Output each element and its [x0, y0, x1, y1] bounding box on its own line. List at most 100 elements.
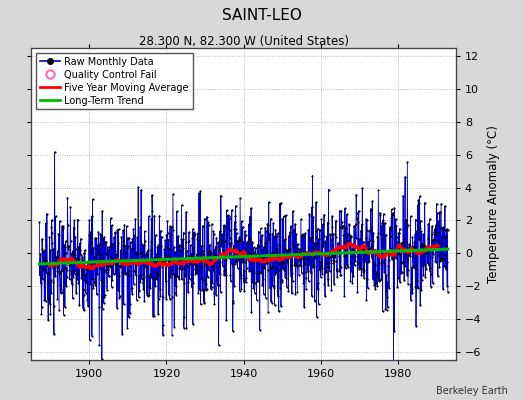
Point	[238, 259, 246, 266]
Point	[404, 281, 412, 288]
Point	[192, 263, 201, 270]
Point	[193, 230, 202, 236]
Point	[263, 248, 271, 254]
Point	[79, 292, 88, 298]
Point	[97, 277, 105, 283]
Point	[395, 230, 403, 236]
Point	[202, 281, 210, 287]
Point	[132, 262, 140, 268]
Point	[335, 207, 344, 214]
Point	[113, 261, 121, 268]
Point	[175, 276, 183, 282]
Point	[140, 258, 148, 265]
Point	[279, 265, 287, 272]
Point	[238, 224, 247, 230]
Point	[78, 268, 86, 274]
Point	[216, 271, 224, 277]
Point	[439, 286, 447, 292]
Point	[177, 266, 185, 272]
Point	[297, 246, 305, 252]
Point	[152, 276, 161, 282]
Point	[233, 238, 241, 244]
Point	[245, 221, 253, 228]
Point	[68, 281, 76, 287]
Point	[131, 216, 139, 222]
Point	[296, 255, 304, 261]
Point	[74, 244, 83, 250]
Point	[288, 290, 296, 296]
Point	[220, 267, 228, 274]
Point	[157, 257, 165, 263]
Point	[323, 254, 331, 260]
Point	[252, 245, 260, 252]
Point	[69, 224, 78, 231]
Point	[38, 236, 46, 242]
Point	[426, 264, 434, 271]
Point	[317, 216, 325, 223]
Point	[130, 232, 138, 238]
Point	[231, 219, 239, 225]
Point	[280, 236, 288, 243]
Point	[178, 264, 187, 271]
Point	[190, 229, 198, 235]
Point	[263, 260, 271, 266]
Point	[430, 242, 438, 249]
Point	[330, 258, 339, 264]
Point	[422, 266, 430, 272]
Point	[162, 232, 171, 238]
Point	[316, 258, 325, 265]
Point	[399, 240, 407, 246]
Point	[126, 310, 134, 316]
Point	[329, 254, 337, 261]
Point	[308, 234, 316, 240]
Point	[277, 278, 286, 285]
Point	[438, 234, 446, 240]
Point	[73, 270, 81, 276]
Point	[172, 264, 180, 271]
Point	[56, 218, 64, 224]
Point	[316, 274, 325, 280]
Point	[283, 254, 292, 261]
Point	[230, 226, 238, 232]
Point	[254, 270, 263, 276]
Point	[266, 264, 274, 270]
Point	[155, 296, 163, 302]
Point	[258, 256, 267, 262]
Point	[229, 298, 237, 304]
Point	[254, 241, 262, 248]
Point	[334, 246, 342, 252]
Point	[60, 252, 68, 258]
Point	[363, 217, 371, 223]
Point	[75, 240, 84, 246]
Point	[134, 259, 142, 265]
Point	[81, 272, 89, 278]
Point	[235, 234, 244, 240]
Point	[116, 262, 125, 269]
Point	[334, 240, 342, 246]
Point	[383, 306, 391, 313]
Point	[353, 289, 362, 295]
Point	[70, 256, 78, 262]
Point	[103, 266, 112, 272]
Point	[283, 258, 291, 265]
Point	[135, 273, 144, 280]
Point	[151, 276, 159, 282]
Point	[421, 274, 430, 280]
Point	[336, 272, 345, 279]
Point	[418, 277, 426, 283]
Point	[284, 288, 292, 294]
Point	[86, 229, 94, 236]
Point	[433, 238, 441, 244]
Point	[105, 263, 114, 270]
Point	[125, 314, 133, 321]
Point	[389, 210, 397, 216]
Point	[378, 308, 387, 315]
Point	[384, 250, 392, 256]
Point	[132, 249, 140, 256]
Point	[438, 255, 446, 262]
Point	[185, 253, 193, 259]
Point	[227, 240, 235, 246]
Point	[293, 289, 301, 295]
Point	[68, 250, 77, 256]
Point	[442, 266, 450, 272]
